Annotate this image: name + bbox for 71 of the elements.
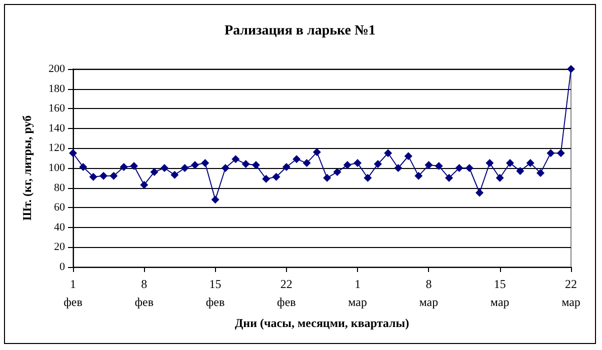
point bbox=[302, 159, 311, 168]
point bbox=[272, 172, 280, 181]
x-tick-label: 22 мар bbox=[562, 277, 580, 309]
point bbox=[384, 149, 392, 158]
x-tick-label: 8 мар bbox=[419, 277, 438, 309]
point bbox=[526, 159, 534, 168]
x-tick-label: 8 фев bbox=[134, 277, 154, 309]
point bbox=[394, 164, 402, 172]
x-axis-title: Дни (часы, месяцми, кварталы) bbox=[234, 316, 410, 330]
point bbox=[536, 168, 545, 177]
point bbox=[190, 161, 199, 170]
point bbox=[110, 172, 118, 180]
point bbox=[516, 166, 524, 175]
x-tick-label: 15 мар bbox=[490, 277, 510, 309]
y-tick-label: 60 bbox=[54, 202, 66, 214]
point bbox=[476, 188, 484, 197]
point bbox=[546, 149, 555, 158]
point bbox=[232, 155, 240, 164]
y-tick-label: 200 bbox=[48, 63, 66, 75]
y-tick-label: 180 bbox=[48, 82, 66, 95]
point bbox=[282, 163, 290, 172]
point bbox=[465, 164, 474, 172]
y-tick-label: 80 bbox=[54, 182, 66, 194]
point bbox=[99, 172, 108, 180]
y-tick-label: 160 bbox=[48, 102, 66, 115]
point bbox=[333, 168, 342, 176]
point bbox=[170, 170, 179, 179]
point bbox=[496, 174, 504, 182]
y-tick-label: 40 bbox=[54, 221, 66, 234]
x-tick-label: 1 мар bbox=[348, 277, 367, 309]
y-tick-label: 140 bbox=[48, 122, 66, 134]
point bbox=[242, 160, 250, 168]
point bbox=[211, 196, 220, 204]
y-tick-label: 20 bbox=[54, 241, 66, 254]
point bbox=[323, 174, 332, 182]
point bbox=[252, 161, 260, 170]
point bbox=[201, 159, 210, 168]
point bbox=[374, 160, 382, 168]
point bbox=[556, 149, 565, 158]
x-tick-label: 22 фев bbox=[277, 277, 296, 309]
point bbox=[221, 164, 230, 172]
y-axis-title: Шт. (кг, литры, руб bbox=[20, 115, 34, 221]
point bbox=[160, 164, 168, 172]
y-tick-label: 120 bbox=[48, 142, 66, 154]
point bbox=[486, 159, 494, 168]
point bbox=[343, 161, 352, 170]
point bbox=[292, 155, 301, 164]
point bbox=[130, 162, 138, 170]
point bbox=[424, 161, 433, 170]
point bbox=[567, 65, 575, 73]
chart-title: Рализация в ларьке №1 bbox=[224, 24, 376, 38]
point bbox=[150, 168, 158, 176]
point bbox=[312, 148, 321, 156]
point bbox=[414, 172, 423, 180]
point bbox=[89, 172, 98, 181]
point bbox=[445, 174, 454, 182]
point bbox=[455, 164, 464, 172]
point bbox=[262, 174, 270, 183]
point bbox=[364, 174, 372, 182]
x-tick-label: 1 фев bbox=[64, 277, 83, 309]
point bbox=[434, 162, 443, 170]
y-tick-label: 100 bbox=[48, 162, 66, 174]
point bbox=[120, 163, 128, 172]
point bbox=[140, 180, 148, 189]
x-tick-label: 15 фев bbox=[206, 277, 225, 309]
point bbox=[404, 152, 412, 160]
point bbox=[506, 159, 514, 168]
point bbox=[79, 163, 88, 172]
y-tick-label: 0 bbox=[60, 261, 66, 273]
point bbox=[180, 164, 189, 172]
point bbox=[354, 159, 362, 168]
